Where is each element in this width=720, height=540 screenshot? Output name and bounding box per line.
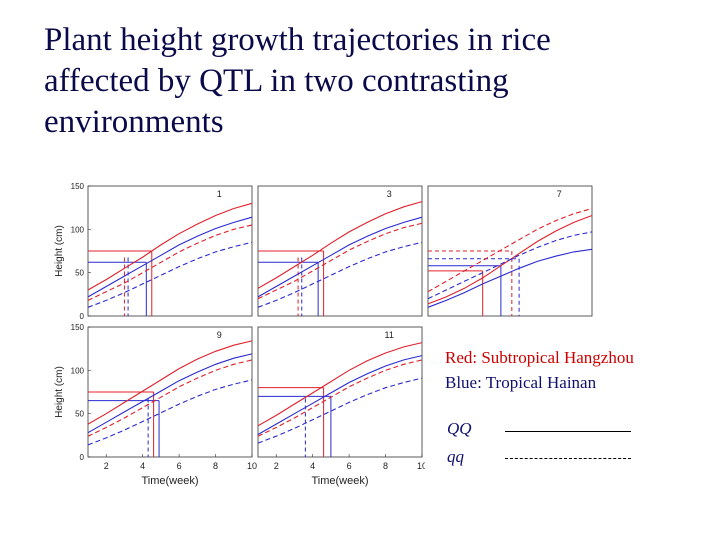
legend-red-label: Red: Subtropical Hangzhou	[445, 348, 634, 367]
series-line	[87, 353, 253, 434]
legend-box	[425, 322, 687, 492]
legend-dashed-line	[505, 458, 631, 459]
series-line	[87, 241, 253, 308]
x-tick-label: 4	[310, 461, 315, 471]
series-line	[427, 231, 593, 300]
series-line	[87, 202, 253, 291]
series-line	[257, 355, 423, 435]
y-tick-label: 100	[71, 225, 85, 234]
series-line	[427, 207, 593, 293]
y-tick-label: 50	[75, 410, 84, 419]
x-tick-label: 4	[140, 461, 145, 471]
x-tick-label: 10	[247, 461, 257, 471]
x-axis-label: Time(week)	[311, 475, 368, 487]
title-line-3: environments	[44, 104, 224, 140]
x-tick-label: 8	[213, 461, 218, 471]
series-line	[257, 359, 423, 437]
panel-9: 9 150 100 50 0 2 4 6 8 10 Time(week) Height (cm)	[54, 323, 257, 487]
series-line	[257, 377, 423, 444]
slide-title: Plant height growth trajectories in rice…	[44, 20, 684, 143]
y-tick-label: 0	[80, 312, 85, 321]
panel-3: 3	[257, 185, 423, 317]
title-line-1: Plant height growth trajectories in rice	[44, 22, 551, 58]
series-line	[257, 201, 423, 289]
series-line	[87, 216, 253, 298]
series-line	[87, 359, 253, 437]
panel-number-label: 11	[385, 330, 394, 340]
legend-qq-upper: QQ	[447, 419, 472, 438]
y-tick-label: 150	[71, 323, 85, 332]
panel-frame	[427, 185, 593, 317]
panel-11: 11 2 4 6 8 10 Time(week)	[257, 326, 427, 487]
panel-number-label: 3	[387, 189, 392, 199]
series-line	[427, 248, 593, 308]
y-tick-label: 50	[75, 269, 84, 278]
legend-qq-lower: qq	[447, 447, 464, 466]
series-line	[87, 379, 253, 446]
series-line	[87, 224, 253, 301]
panel-number-label: 9	[217, 330, 222, 340]
series-line	[257, 216, 423, 298]
x-tick-label: 2	[104, 461, 109, 471]
x-tick-label: 6	[347, 461, 352, 471]
x-tick-label: 2	[274, 461, 279, 471]
legend-solid-line	[505, 431, 631, 432]
y-axis-label: Height (cm)	[54, 225, 65, 277]
title-line-2: affected by QTL in two contrasting	[44, 63, 509, 99]
y-tick-label: 150	[71, 182, 85, 191]
series-line	[87, 340, 253, 425]
panel-1: 1 150 100 50 0 Height (cm)	[54, 182, 253, 321]
x-tick-label: 10	[417, 461, 427, 471]
y-axis-label: Height (cm)	[54, 366, 65, 418]
panel-frame	[257, 326, 423, 458]
y-tick-label: 100	[71, 366, 85, 375]
panel-number-label: 1	[217, 189, 222, 199]
panel-number-label: 7	[557, 189, 562, 199]
series-line	[257, 342, 423, 427]
x-tick-label: 6	[177, 461, 182, 471]
panel-7: 7	[427, 185, 593, 317]
series-line	[257, 241, 423, 308]
series-line	[257, 222, 423, 300]
x-axis-label: Time(week)	[141, 475, 198, 487]
x-tick-label: 8	[383, 461, 388, 471]
y-tick-label: 0	[80, 453, 85, 462]
legend-blue-label: Blue: Tropical Hainan	[445, 373, 597, 392]
